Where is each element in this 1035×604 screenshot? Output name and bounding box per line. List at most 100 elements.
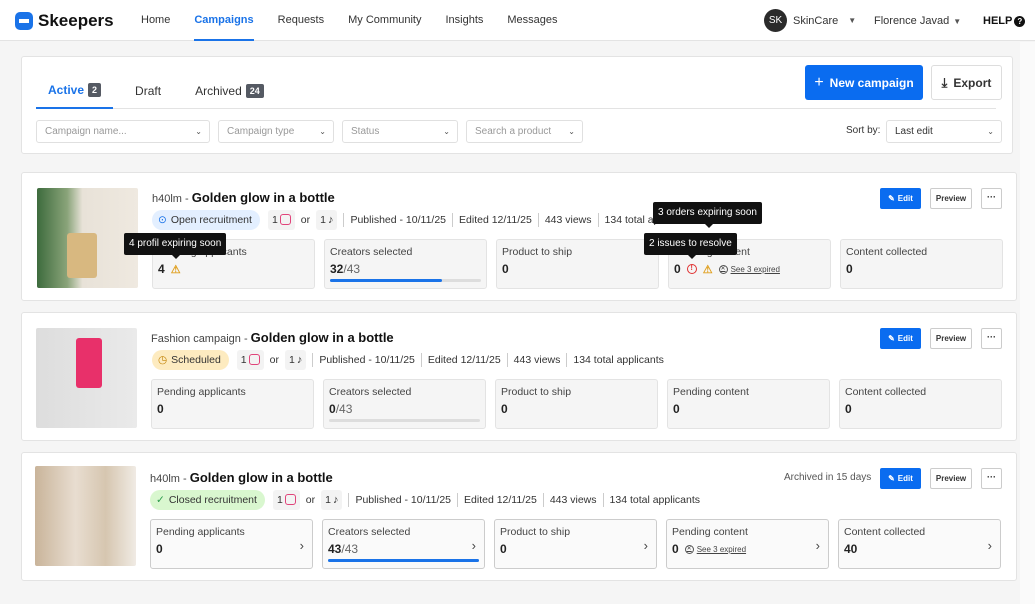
edit-button[interactable]: ✎ Edit <box>880 468 921 489</box>
brand-logo[interactable]: Skeepers <box>15 11 114 31</box>
stat-product-to-ship[interactable]: Product to ship 0 › <box>494 519 657 569</box>
stat-content-collected[interactable]: Content collected 0 <box>840 239 1003 289</box>
count: 1 <box>288 353 295 366</box>
campaign-stats: Pending applicants4⚠ Creators selected32… <box>152 239 1003 289</box>
nav-my-community[interactable]: My Community <box>348 14 422 26</box>
tab-archived[interactable]: Archived 24 <box>183 73 276 109</box>
nav-messages[interactable]: Messages <box>507 14 558 26</box>
stat-pending-applicants[interactable]: Pending applicants 0 › <box>150 519 313 569</box>
views-count: 443 views <box>549 493 597 506</box>
stat-value: 0 <box>674 262 681 276</box>
caret-down-icon: ▼ <box>953 17 962 26</box>
chevron-right-icon: › <box>471 538 476 553</box>
stat-label: Product to ship <box>502 246 573 258</box>
stat-label: Creators selected <box>330 246 413 258</box>
check-circle-icon: ✓ <box>156 493 165 506</box>
edit-button[interactable]: ✎ Edit <box>880 328 921 349</box>
nav-home[interactable]: Home <box>141 14 171 26</box>
placeholder: Campaign type <box>227 126 295 137</box>
tiktok-icon: ♪ <box>296 353 303 366</box>
campaign-meta: ✓ Closed recruitment 1 or 1 ♪ Published - … <box>150 489 700 510</box>
status-badge: ◷ Scheduled <box>152 349 229 370</box>
more-options-button[interactable]: ··· <box>981 468 1002 489</box>
tab-draft[interactable]: Draft <box>123 73 173 109</box>
nav-campaigns[interactable]: Campaigns <box>194 0 254 41</box>
stat-content-collected[interactable]: Content collected 0 <box>839 379 1002 429</box>
stat-content-collected[interactable]: Content collected 40 › <box>838 519 1001 569</box>
status-filter[interactable]: Status ⌄ <box>342 120 458 143</box>
stat-product-to-ship[interactable]: Product to ship 0 <box>496 239 659 289</box>
applicants-count: 134 total applicants <box>573 353 664 366</box>
user-menu[interactable]: Florence Javad ▼ <box>874 15 961 27</box>
more-options-button[interactable]: ··· <box>981 328 1002 349</box>
campaign-type-filter[interactable]: Campaign type ⌄ <box>218 120 334 143</box>
count: 1 <box>240 353 247 366</box>
scrollbar[interactable] <box>1020 42 1035 604</box>
see-expired-link[interactable]: ✕ See 3 expired <box>718 264 780 274</box>
help-button[interactable]: HELP? <box>983 15 1026 27</box>
instagram-reels-icon <box>279 214 291 225</box>
caret-down-icon: ▼ <box>848 16 857 25</box>
product-search[interactable]: Search a product ⌄ <box>466 120 583 143</box>
or-text: or <box>300 213 311 226</box>
edited-date: Edited 12/11/25 <box>427 353 501 366</box>
stat-label: Pending content <box>672 526 748 538</box>
account-name: SkinCare <box>793 14 839 27</box>
new-campaign-button[interactable]: + New campaign <box>805 65 923 100</box>
campaign-toolbar: Active 2 Draft Archived 24 + New campaign ⤓… <box>21 56 1013 154</box>
campaign-title[interactable]: h40lm - Golden glow in a bottle <box>152 190 335 205</box>
stat-label: Pending applicants <box>156 526 245 538</box>
status-text: Scheduled <box>171 353 221 366</box>
brand-name: Skeepers <box>38 11 114 30</box>
tiktok-count: 1 ♪ <box>321 489 343 510</box>
campaign-title[interactable]: Fashion campaign - Golden glow in a bott… <box>151 330 394 345</box>
preview-button[interactable]: Preview <box>930 468 972 489</box>
brand-name: h40lm <box>152 193 182 205</box>
instagram-count: 1 <box>267 209 295 230</box>
placeholder: Status <box>351 126 380 137</box>
chevron-right-icon: › <box>987 538 992 553</box>
preview-button[interactable]: Preview <box>930 328 972 349</box>
nav-requests[interactable]: Requests <box>277 14 325 26</box>
chevron-down-icon: ⌄ <box>987 127 994 136</box>
tiktok-count: 1 ♪ <box>284 349 307 370</box>
campaign-name-filter[interactable]: Campaign name... ⌄ <box>36 120 210 143</box>
stat-product-to-ship[interactable]: Product to ship 0 <box>495 379 658 429</box>
export-button[interactable]: ⤓ Export <box>931 65 1002 100</box>
stat-pending-applicants[interactable]: Pending applicants 0 <box>151 379 314 429</box>
button-label: Edit <box>897 194 913 203</box>
tab-label: Archived <box>195 84 242 98</box>
campaign-title[interactable]: h40lm - Golden glow in a bottle <box>150 470 333 485</box>
sort-value: Last edit <box>895 126 933 137</box>
play-circle-icon: ⊙ <box>158 213 167 226</box>
see-expired-link[interactable]: ✕ See 3 expired <box>684 544 746 554</box>
edit-button[interactable]: ✎ Edit <box>880 188 921 209</box>
stat-value: 32 <box>330 262 344 276</box>
status-badge: ✓ Closed recruitment <box>150 489 265 510</box>
account-switcher[interactable]: SK SkinCare ▼ <box>764 9 856 32</box>
stat-value: 0 <box>673 402 680 416</box>
stat-pending-content[interactable]: Pending content 0 <box>667 379 830 429</box>
count: 1 <box>271 213 278 226</box>
tab-active[interactable]: Active 2 <box>36 73 114 109</box>
stat-creators-selected[interactable]: Creators selected 0/43 <box>323 379 486 429</box>
stat-label: Product to ship <box>501 386 572 398</box>
title-text: Golden glow in a bottle <box>191 190 335 205</box>
stat-creators-selected[interactable]: Creators selected 43/43 › <box>322 519 485 569</box>
stat-pending-content[interactable]: Pending content 0 ✕ See 3 expired › <box>666 519 829 569</box>
tab-label: Draft <box>135 84 162 98</box>
stat-creators-selected[interactable]: Creators selected 32/43 <box>324 239 487 289</box>
stat-value: 40 <box>844 542 858 556</box>
campaign-card[interactable]: Fashion campaign - Golden glow in a bott… <box>21 312 1017 441</box>
preview-button[interactable]: Preview <box>930 188 972 209</box>
count-badge: 24 <box>245 84 264 98</box>
stat-label: Content collected <box>846 246 928 258</box>
nav-insights[interactable]: Insights <box>445 14 484 26</box>
stat-value: 43 <box>328 542 342 556</box>
error-icon: ! <box>686 264 697 274</box>
campaign-card[interactable]: h40lm - Golden glow in a bottle ✓ Closed … <box>21 452 1017 581</box>
more-options-button[interactable]: ··· <box>981 188 1002 209</box>
sort-select[interactable]: Last edit ⌄ <box>886 120 1002 143</box>
chevron-down-icon: ⌄ <box>568 127 575 136</box>
brand-name: Fashion campaign <box>151 333 241 345</box>
